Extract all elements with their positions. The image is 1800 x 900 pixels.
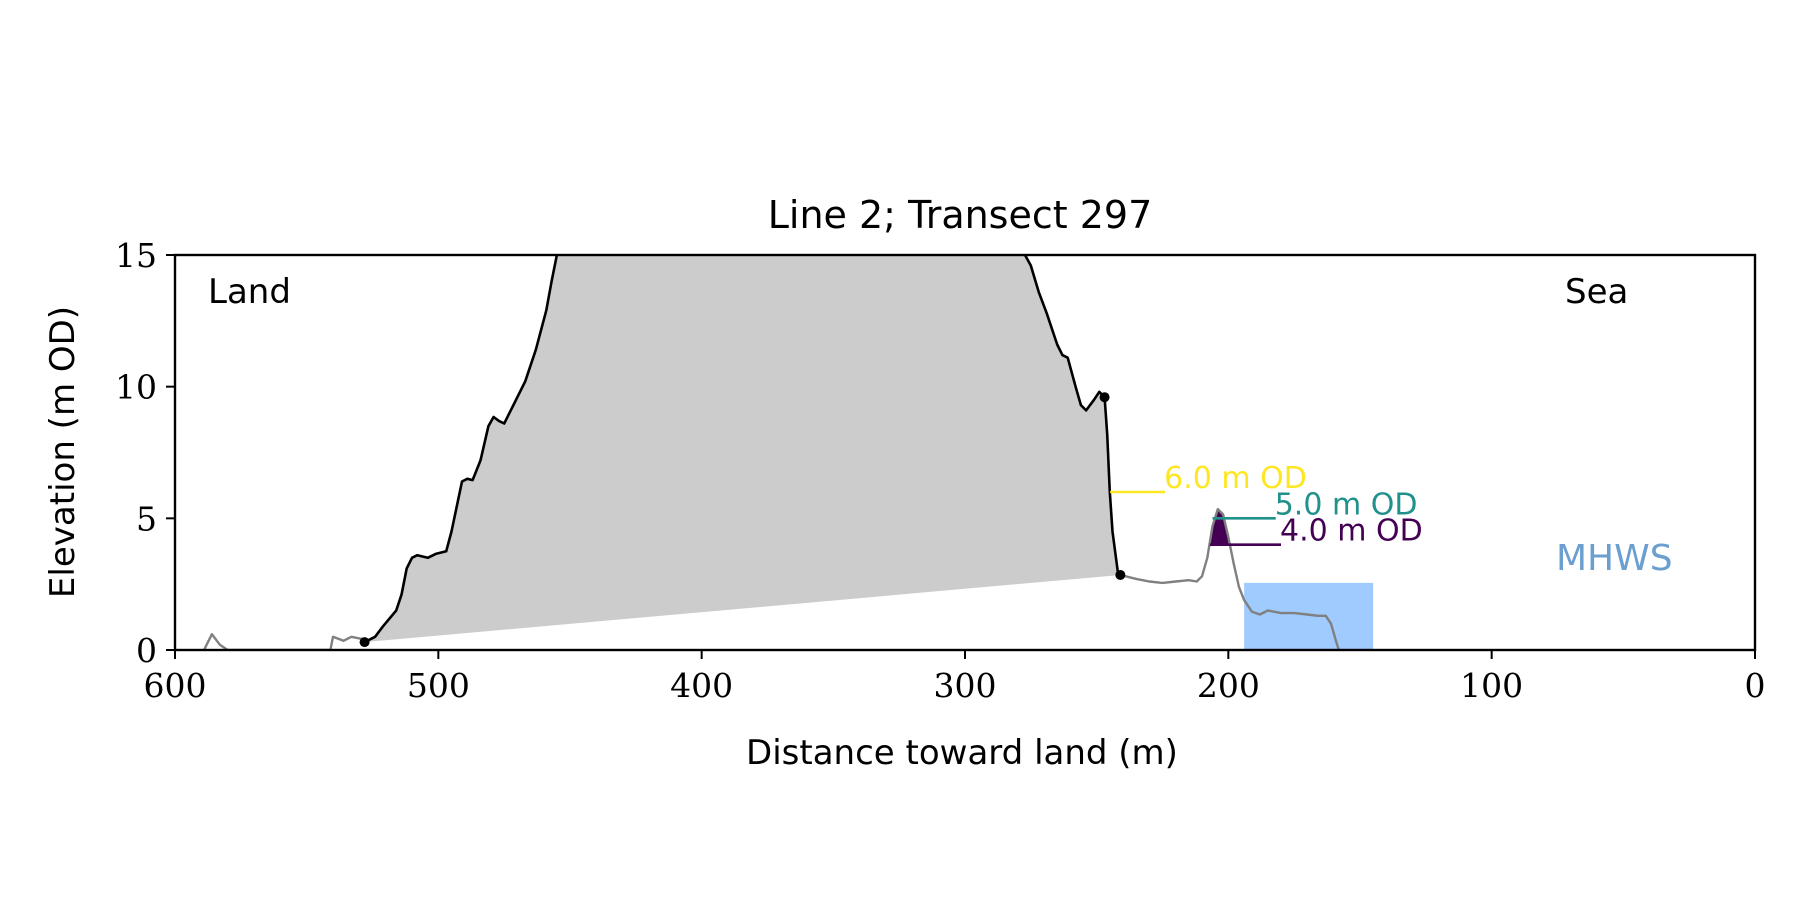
profile-outer-left-line	[202, 633, 366, 650]
points-layer	[359, 392, 1126, 648]
x-tick-label-200: 200	[1197, 666, 1260, 705]
level-label-0: 6.0 m OD	[1164, 461, 1307, 496]
y-axis-label: Elevation (m OD)	[43, 306, 83, 598]
chart-title: Line 2; Transect 297	[768, 193, 1153, 237]
level-label-1: 5.0 m OD	[1275, 487, 1418, 522]
x-ticks: 600 500 400 300 200 100 0	[144, 650, 1766, 705]
y-tick-label-10: 10	[115, 368, 157, 407]
level-label-2: 4.0 m OD	[1280, 514, 1423, 549]
lines-layer	[202, 255, 1341, 650]
x-tick-label-600: 600	[144, 666, 207, 705]
y-tick-label-0: 0	[136, 631, 157, 670]
x-tick-label-100: 100	[1460, 666, 1523, 705]
x-tick-label-300: 300	[934, 666, 997, 705]
fill-above-4m	[1209, 509, 1230, 545]
endpoint-marker-1	[1099, 392, 1110, 403]
profile-outer-right-line	[1120, 507, 1341, 650]
mhws-label: MHWS	[1556, 538, 1673, 579]
mhws-fill	[1244, 582, 1374, 650]
profile-main-line	[364, 255, 1122, 644]
x-axis-label: Distance toward land (m)	[746, 733, 1178, 773]
level-lines-layer: 6.0 m OD5.0 m OD4.0 m OD	[1110, 461, 1423, 549]
land-label: Land	[208, 272, 291, 312]
fills-layer	[364, 255, 1374, 650]
endpoint-marker-2	[1115, 569, 1126, 580]
x-tick-label-0: 0	[1745, 666, 1766, 705]
fill-grey-region	[364, 255, 1121, 643]
x-tick-label-500: 500	[407, 666, 470, 705]
y-tick-label-5: 5	[136, 499, 157, 538]
endpoint-marker-0	[359, 637, 370, 648]
sea-label: Sea	[1565, 272, 1628, 312]
y-ticks: 0 5 10 15	[115, 236, 175, 670]
y-tick-label-15: 15	[115, 236, 157, 275]
x-tick-label-400: 400	[670, 666, 733, 705]
